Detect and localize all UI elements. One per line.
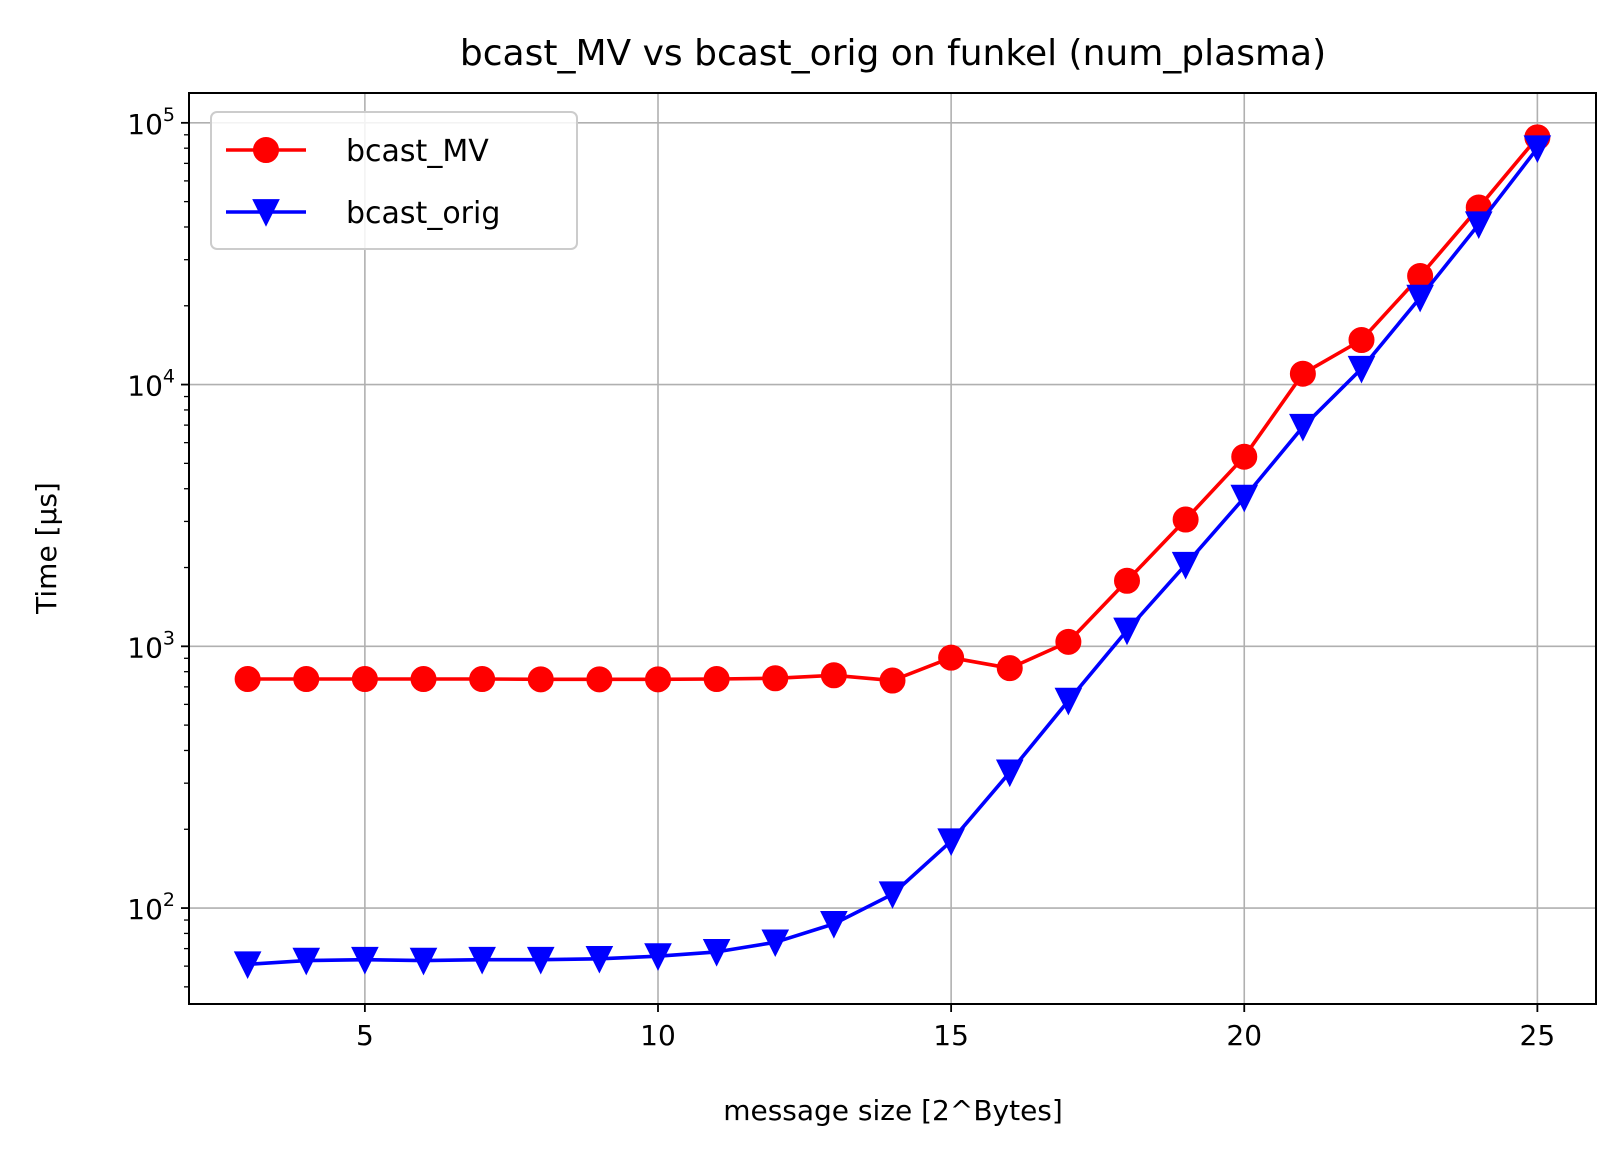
data-point bbox=[587, 667, 612, 692]
data-point bbox=[997, 656, 1022, 681]
data-point bbox=[352, 667, 377, 692]
x-axis-label: message size [2^Bytes] bbox=[723, 1094, 1063, 1127]
x-tick-label: 25 bbox=[1520, 1019, 1556, 1052]
data-point bbox=[1056, 629, 1081, 654]
data-point bbox=[704, 667, 729, 692]
legend-label: bcast_MV bbox=[346, 134, 489, 169]
x-tick-label: 5 bbox=[356, 1019, 374, 1052]
data-point bbox=[470, 667, 495, 692]
data-point bbox=[294, 667, 319, 692]
legend-marker bbox=[254, 138, 279, 163]
data-point bbox=[235, 667, 260, 692]
chart-title: bcast_MV vs bcast_orig on funkel (num_pl… bbox=[460, 33, 1326, 74]
data-point bbox=[1290, 361, 1315, 386]
data-point bbox=[646, 667, 671, 692]
data-point bbox=[763, 666, 788, 691]
data-point bbox=[939, 645, 964, 670]
data-point bbox=[1349, 328, 1374, 353]
data-point bbox=[880, 668, 905, 693]
data-point bbox=[528, 667, 553, 692]
y-axis-label: Time [µs] bbox=[30, 482, 63, 615]
x-tick-label: 10 bbox=[640, 1019, 676, 1052]
x-tick-label: 15 bbox=[933, 1019, 969, 1052]
data-point bbox=[1173, 507, 1198, 532]
data-point bbox=[1115, 568, 1140, 593]
x-tick-label: 20 bbox=[1226, 1019, 1262, 1052]
data-point bbox=[821, 663, 846, 688]
legend: bcast_MV bcast_orig bbox=[211, 112, 577, 249]
data-point bbox=[411, 667, 436, 692]
legend-label: bcast_orig bbox=[346, 196, 500, 231]
data-point bbox=[1232, 444, 1257, 469]
